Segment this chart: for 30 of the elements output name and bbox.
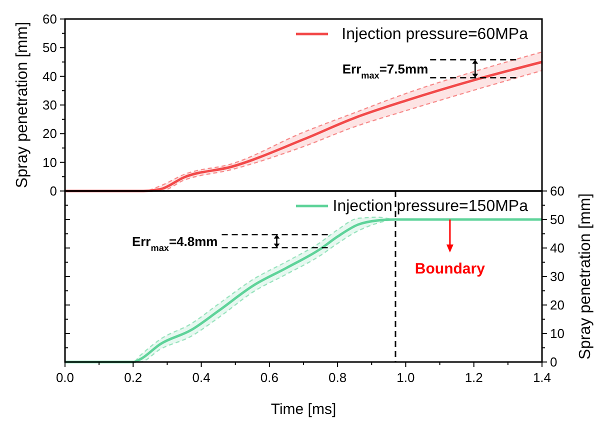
y-tick-label: 50 <box>550 212 564 228</box>
x-axis-title: Time [ms] <box>270 401 336 418</box>
annotation: Boundary <box>414 260 486 278</box>
y-tick-label: 60 <box>550 184 564 199</box>
x-tick-label: 1.2 <box>464 370 483 385</box>
y-tick-label: 50 <box>42 40 57 56</box>
legend-label: Injection pressure=150MPa <box>332 198 528 215</box>
y-tick-label: 40 <box>550 240 564 256</box>
y-tick-label: 0 <box>50 184 57 199</box>
y-axis-title: Spray penetration [mm] <box>14 22 31 188</box>
annotation: Err$_{max}$=7.5mm <box>342 62 428 81</box>
x-tick-label: 1.0 <box>396 370 415 385</box>
x-tick-label: 0.6 <box>260 370 278 385</box>
x-tick-label: 0.2 <box>124 370 142 385</box>
y-tick-label: 20 <box>550 298 564 313</box>
y-tick-label: 20 <box>42 126 57 142</box>
y-tick-label: 40 <box>42 68 57 84</box>
y-tick-label: 0 <box>550 354 558 370</box>
annotation: Err$_{max}$=4.8mm <box>132 234 218 254</box>
x-tick-label: 0.4 <box>192 370 210 385</box>
y-tick-label: 30 <box>42 98 57 113</box>
y-tick-label: 10 <box>42 154 57 170</box>
y-tick-label: 60 <box>42 12 57 27</box>
x-tick-label: 1.4 <box>532 370 552 385</box>
x-tick-label: 0.8 <box>328 370 347 385</box>
y-tick-label: 10 <box>550 326 564 342</box>
legend-label: Injection pressure=60MPa <box>342 26 528 43</box>
x-tick-label: 0.0 <box>56 370 74 385</box>
y-axis-title: Spray penetration [mm] <box>577 193 594 360</box>
y-tick-label: 30 <box>550 269 564 284</box>
